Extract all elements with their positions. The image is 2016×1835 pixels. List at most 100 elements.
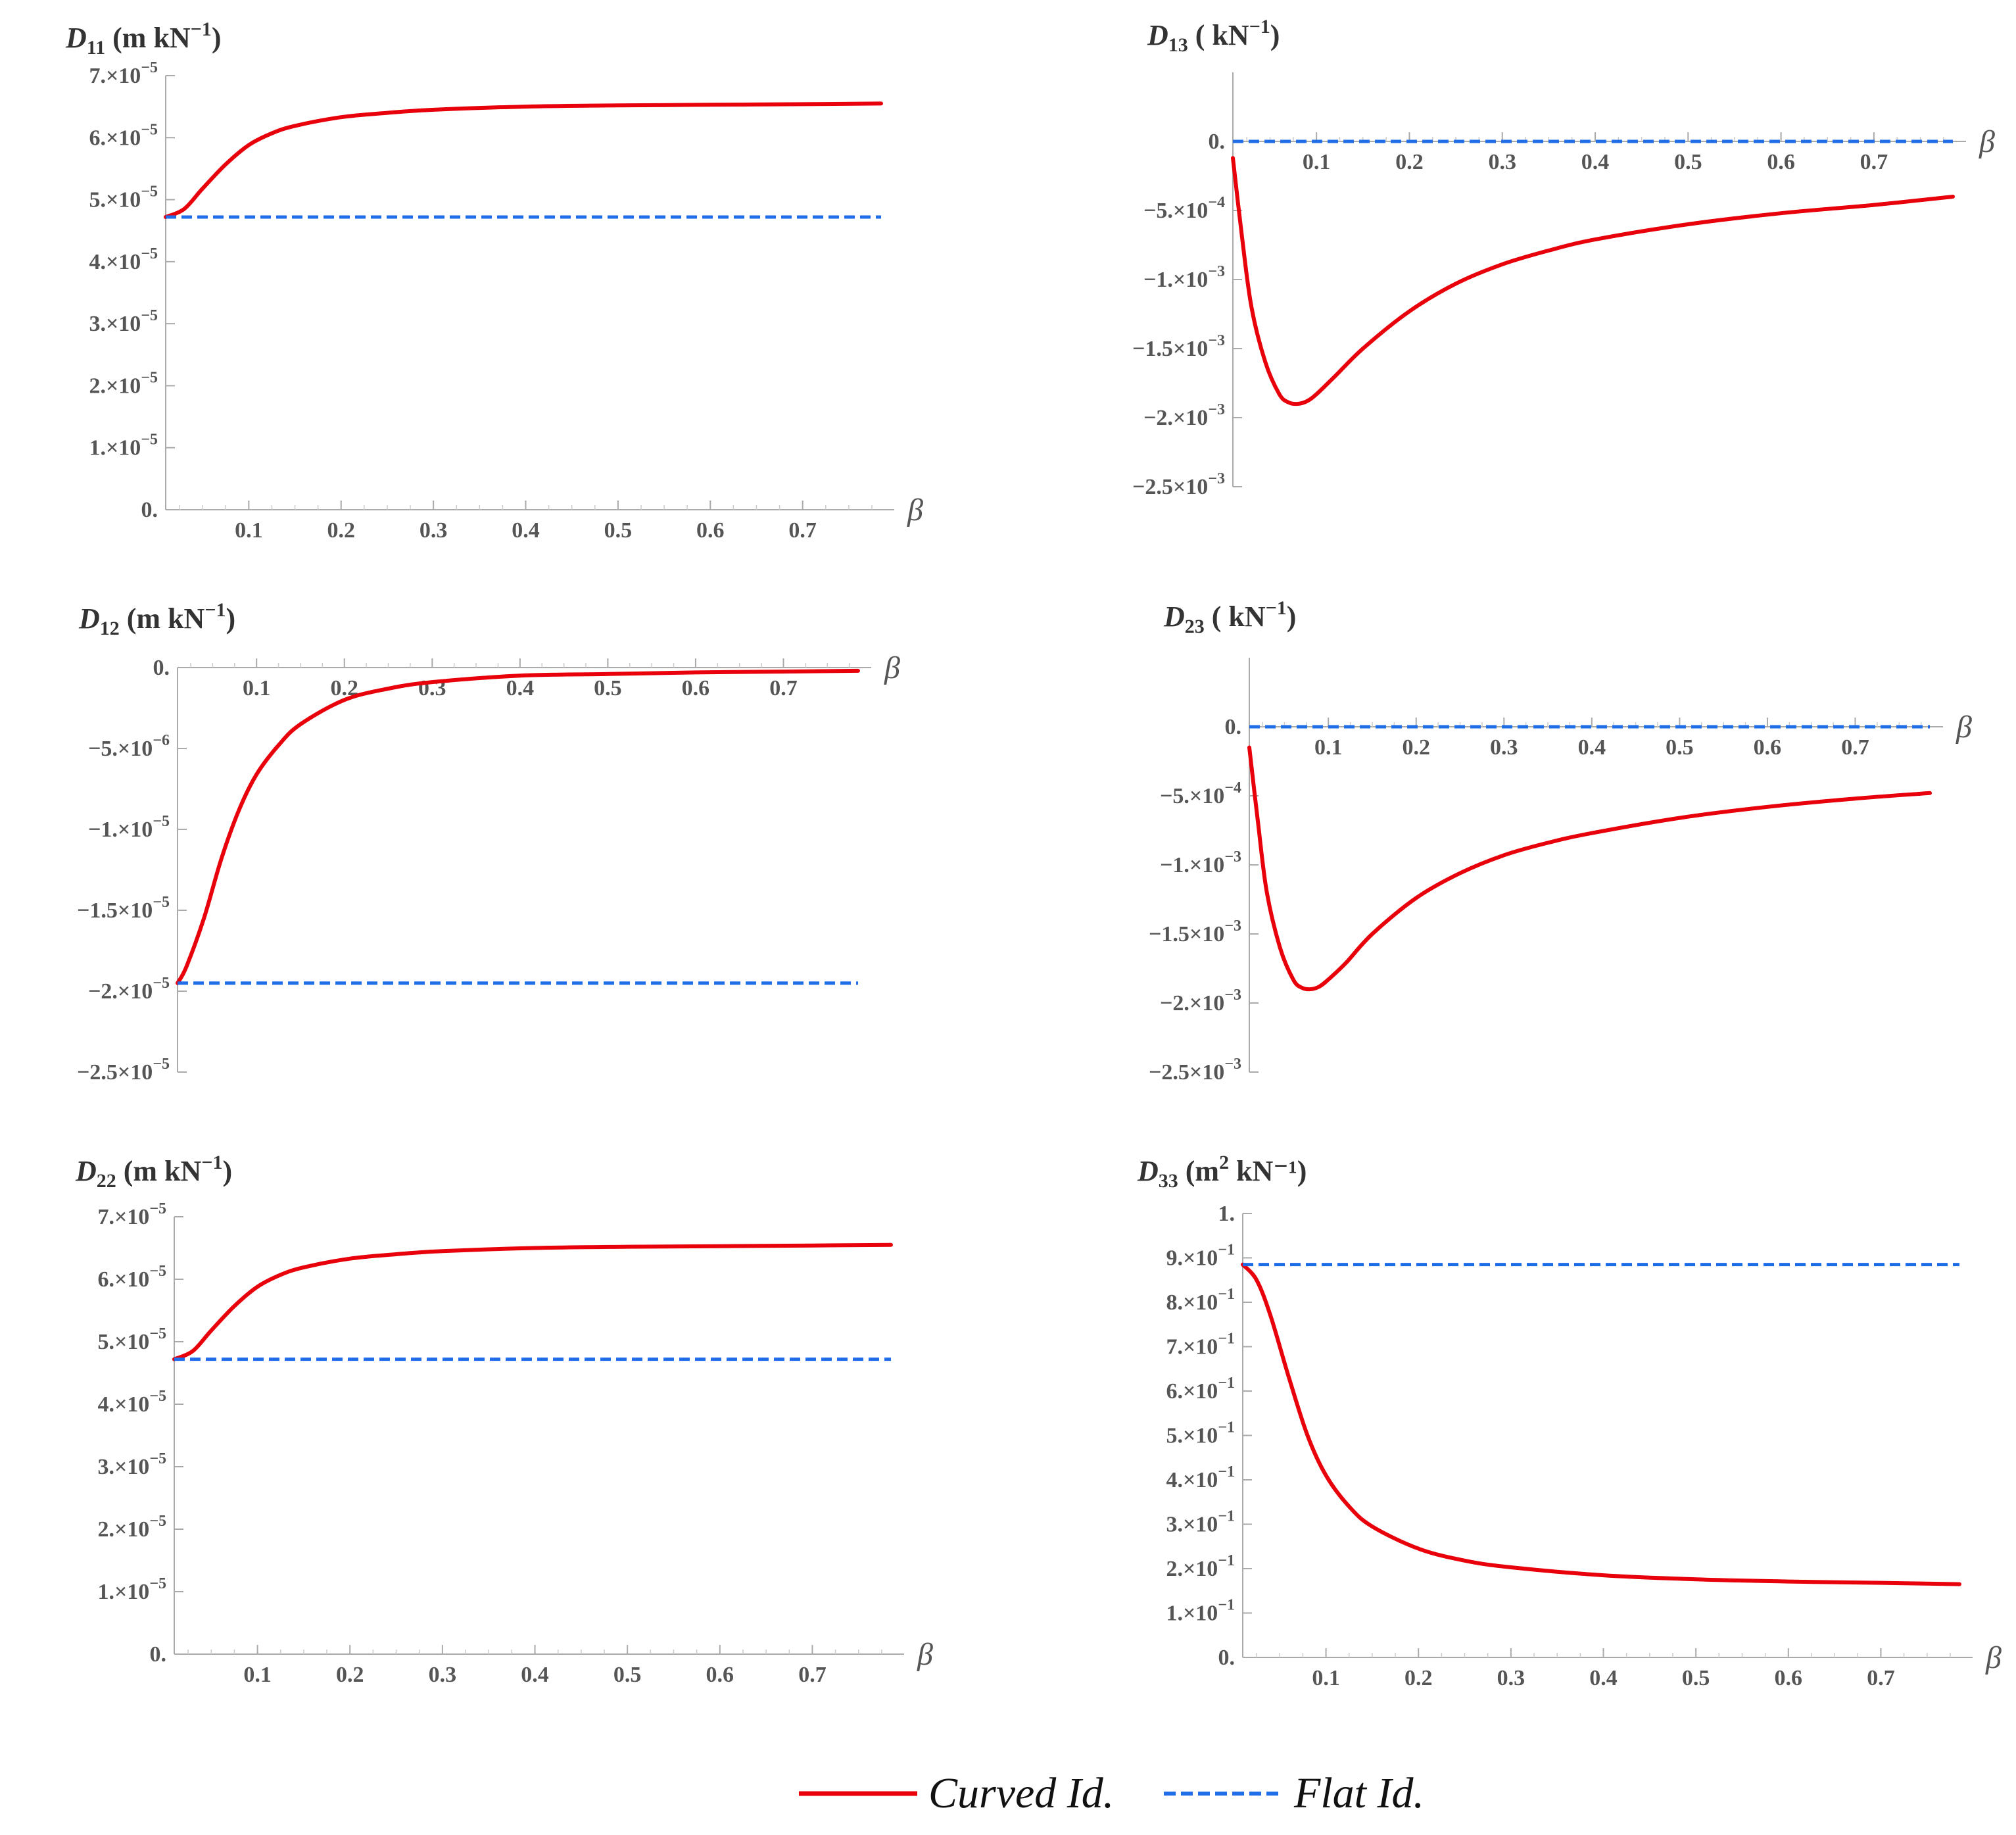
y-tick-label: −2.×10−3 — [1143, 401, 1225, 430]
x-axis-label: β — [1985, 1640, 2002, 1675]
x-tick-label: 0.7 — [769, 676, 798, 700]
x-tick-label: 0.4 — [1581, 150, 1610, 174]
y-tick-label: 8.×10−1 — [1166, 1286, 1235, 1315]
x-tick-label: 0.3 — [429, 1663, 457, 1687]
y-tick-label: −5.×10−4 — [1143, 194, 1225, 223]
curved-series-line — [1231, 156, 1955, 406]
y-axis-label: D22 (m kN−1) — [75, 1152, 232, 1192]
y-axis-label: D23 ( kN−1) — [1163, 597, 1296, 637]
x-tick-label: 0.3 — [1490, 735, 1518, 760]
y-axis-label: D11 (m kN−1) — [65, 18, 221, 59]
y-axis-label: D12 (m kN−1) — [78, 599, 235, 639]
x-tick-label: 0.1 — [243, 1663, 272, 1687]
x-tick-label: 0.7 — [1860, 150, 1888, 174]
x-tick-label: 0.2 — [1402, 735, 1430, 760]
x-tick-label: 0.1 — [235, 518, 263, 543]
y-tick-label: 0. — [141, 498, 158, 522]
y-tick-label: −1.5×10−3 — [1149, 918, 1241, 946]
curved-series-line — [1241, 1262, 1961, 1586]
y-tick-label: −2.×10−5 — [88, 975, 170, 1004]
x-tick-label: 0.3 — [1497, 1666, 1525, 1690]
panel-D11: 0.1 0.2 0.3 0.4 0.5 0.6 0.7 β 0. 1.×10−5 2.×10−5 3.… — [65, 18, 923, 543]
y-tick-label: 0. — [1209, 130, 1226, 154]
x-axis-label: β — [1956, 710, 1972, 745]
panel-D12: 0.1 0.2 0.3 0.4 0.5 0.6 0.7β0.−5.×10−6−1.×10−5… — [77, 599, 900, 1085]
y-tick-label: −1.×10−5 — [88, 813, 170, 842]
y-tick-label: −1.×10−3 — [1160, 848, 1241, 877]
x-tick-label: 0.5 — [1682, 1666, 1710, 1690]
y-tick-label: −1.5×10−3 — [1132, 332, 1225, 361]
x-tick-label: 0.1 — [1312, 1666, 1340, 1690]
y-tick-label: 0. — [150, 1642, 167, 1667]
x-tick-label: 0.6 — [1754, 735, 1782, 760]
y-axis-label: D33 (m2 kN⁻¹) — [1137, 1152, 1307, 1192]
panel-D23: 0.1 0.2 0.3 0.4 0.5 0.6 0.7 β 0. −5.×10−4 −1.×10−3… — [1149, 597, 1972, 1085]
x-tick-label: 0.6 — [696, 518, 725, 543]
curved-series-line — [164, 101, 883, 219]
y-tick-label: −2.×10−3 — [1160, 987, 1241, 1015]
y-tick-label: 6.×10−5 — [97, 1263, 166, 1292]
y-tick-label: −5.×10−4 — [1160, 779, 1241, 808]
y-tick-label: 1.×10−1 — [1166, 1597, 1235, 1626]
y-tick-label: 2.×10−5 — [89, 369, 158, 398]
y-tick-label: 1. — [1218, 1202, 1236, 1226]
y-tick-label: −1.×10−3 — [1143, 263, 1225, 292]
x-tick-label: 0.1 — [243, 676, 271, 700]
y-tick-label: 7.×10−1 — [1166, 1331, 1235, 1359]
x-axis-label: β — [1979, 124, 1995, 159]
x-tick-label: 0.4 — [512, 518, 540, 543]
x-tick-label: 0.4 — [506, 676, 535, 700]
y-tick-label: −2.5×10−3 — [1132, 470, 1225, 499]
x-tick-label: 0.3 — [1488, 150, 1516, 174]
y-tick-label: 4.×10−5 — [89, 245, 158, 274]
x-axis-label: β — [907, 493, 923, 527]
y-tick-label: 5.×10−5 — [89, 184, 158, 212]
y-tick-label: 4.×10−1 — [1166, 1463, 1235, 1492]
legend: Curved Id. Flat Id. — [799, 1769, 1424, 1817]
x-tick-label: 0.4 — [521, 1663, 549, 1687]
legend-label-flat: Flat Id. — [1293, 1769, 1424, 1817]
y-tick-label: 0. — [153, 656, 170, 680]
curved-series-line — [176, 668, 860, 985]
y-tick-label: 7.×10−5 — [89, 59, 158, 88]
legend-label-curved: Curved Id. — [928, 1769, 1114, 1817]
y-tick-label: −1.5×10−5 — [77, 894, 170, 923]
y-tick-label: 4.×10−5 — [97, 1388, 166, 1417]
x-tick-label: 0.2 — [1395, 150, 1424, 174]
y-tick-label: 3.×10−5 — [89, 307, 158, 336]
y-tick-label: 1.×10−5 — [97, 1575, 166, 1604]
y-tick-label: −2.5×10−3 — [1149, 1056, 1241, 1085]
y-tick-label: −2.5×10−5 — [77, 1056, 170, 1085]
x-tick-label: 0.5 — [1674, 150, 1702, 174]
x-tick-label: 0.3 — [420, 518, 448, 543]
panel-D13: 0.1 0.2 0.3 0.4 0.5 0.6 0.7 β 0. −5.×10−4 −1.×10−3… — [1132, 16, 1995, 499]
x-tick-label: 0.1 — [1314, 735, 1343, 760]
y-tick-label: 6.×10−1 — [1166, 1375, 1235, 1404]
y-tick-label: −5.×10−6 — [88, 732, 170, 761]
x-tick-label: 0.5 — [594, 676, 622, 700]
panel-D22: 0.1 0.2 0.3 0.4 0.5 0.6 0.7 β 0. 1.×10−5 2.×10−5 3.… — [75, 1152, 933, 1687]
x-tick-label: 0.7 — [798, 1663, 827, 1687]
x-tick-label: 0.7 — [788, 518, 817, 543]
x-tick-label: 0.7 — [1841, 735, 1869, 760]
y-tick-label: 3.×10−5 — [97, 1450, 166, 1479]
x-tick-label: 0.2 — [336, 1663, 364, 1687]
y-tick-label: 1.×10−5 — [89, 431, 158, 460]
panel-D33: 0.1 0.2 0.3 0.4 0.5 0.6 0.7 β 0. 1.×10−1 2.×10−1 3.… — [1137, 1152, 2002, 1690]
x-axis-label: β — [917, 1637, 933, 1672]
x-tick-label: 0.5 — [613, 1663, 642, 1687]
x-tick-label: 0.7 — [1867, 1666, 1895, 1690]
y-tick-label: 0. — [1225, 715, 1242, 739]
x-tick-label: 0.6 — [1775, 1666, 1803, 1690]
curved-series-line — [1247, 745, 1932, 992]
curved-series-line — [172, 1242, 893, 1361]
x-tick-label: 0.2 — [1404, 1666, 1433, 1690]
y-tick-label: 2.×10−5 — [97, 1513, 166, 1542]
x-tick-label: 0.1 — [1303, 150, 1331, 174]
y-tick-label: 0. — [1218, 1646, 1236, 1670]
x-tick-label: 0.5 — [604, 518, 633, 543]
y-tick-label: 7.×10−5 — [97, 1200, 166, 1229]
y-tick-label: 3.×10−1 — [1166, 1508, 1235, 1537]
y-tick-label: 2.×10−1 — [1166, 1552, 1235, 1581]
